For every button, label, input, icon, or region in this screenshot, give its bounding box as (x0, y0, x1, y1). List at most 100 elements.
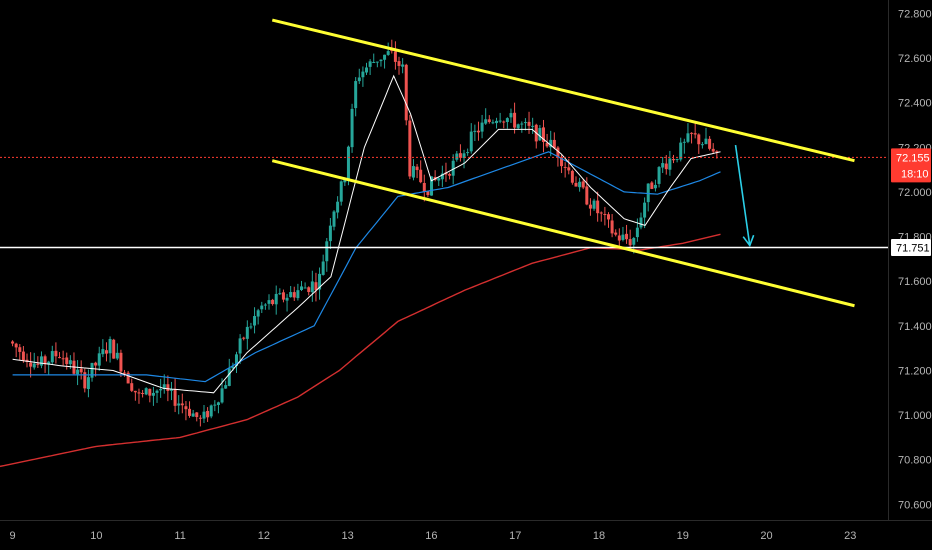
candle (545, 133, 549, 148)
candle (202, 404, 206, 424)
candle (466, 148, 470, 156)
candle (552, 132, 556, 150)
candle (675, 158, 679, 163)
candle (502, 120, 506, 129)
candle (336, 196, 340, 219)
candle (339, 180, 343, 206)
candle (711, 143, 715, 154)
time-tick-label: 9 (10, 530, 16, 542)
candle (242, 336, 246, 341)
channel-lower-trendline[interactable] (271, 159, 855, 308)
time-axis[interactable]: 9 10 11 12 13 16 17 18 19 20 23 (0, 520, 932, 543)
candle (390, 39, 394, 54)
price-tick-label: 71.400 (898, 321, 932, 333)
candle (672, 154, 676, 164)
candle (513, 102, 517, 134)
candle (354, 77, 358, 117)
candle (581, 179, 585, 190)
candle (625, 224, 629, 244)
candle (379, 59, 383, 67)
candle (473, 124, 477, 142)
candle (639, 212, 643, 230)
candle (148, 388, 152, 403)
candle (14, 342, 18, 358)
candle (209, 404, 213, 419)
last-price-label: 72.155 (896, 152, 930, 164)
candle (700, 141, 704, 149)
candle (245, 320, 249, 350)
candle (159, 378, 163, 398)
time-axis-ticks: 9 10 11 12 13 16 17 18 19 20 23 (10, 530, 857, 542)
candle (177, 395, 181, 415)
candle (271, 298, 275, 306)
candle (130, 378, 134, 393)
price-tick-label: 72.600 (898, 53, 932, 65)
candle (267, 294, 271, 310)
candle (253, 307, 257, 334)
candle (440, 165, 444, 187)
support-price-tag-bg (891, 239, 931, 257)
support-price-label: 71.751 (896, 243, 930, 255)
candle (318, 267, 322, 300)
candle (25, 353, 29, 368)
plot-area (0, 18, 888, 468)
forecast-arrow[interactable] (734, 144, 755, 248)
candle (72, 352, 76, 376)
candle (682, 138, 686, 154)
candle (227, 358, 231, 387)
candle (704, 127, 708, 145)
price-tick-label: 71.600 (898, 276, 932, 288)
candle (570, 169, 574, 185)
candle (401, 58, 405, 74)
candle (357, 68, 361, 84)
candle (693, 122, 697, 139)
candle (21, 346, 25, 363)
last-price-tag-bg (891, 148, 931, 183)
price-tick-label: 71.200 (898, 365, 932, 377)
last-price-tag: 72.155 18:10 (891, 148, 931, 183)
candle (54, 342, 58, 364)
channel-upper-trendline[interactable] (271, 18, 855, 163)
candle (585, 177, 589, 206)
candle (184, 401, 188, 421)
candle (119, 349, 123, 378)
candle (541, 119, 545, 153)
price-axis[interactable]: 72.80072.60072.40072.20072.00071.80071.6… (888, 0, 932, 520)
candle (325, 237, 329, 272)
candle (614, 229, 618, 237)
support-price-tag: 71.751 (891, 239, 931, 257)
candle (173, 378, 177, 413)
candle (495, 117, 499, 129)
candle (115, 343, 119, 361)
candle (224, 380, 228, 389)
candle (281, 289, 285, 303)
candle (303, 282, 307, 289)
candle (422, 174, 426, 202)
candle (299, 280, 303, 292)
candle (39, 351, 43, 369)
time-tick-label: 20 (760, 530, 772, 542)
candle (292, 286, 296, 301)
candle (668, 150, 672, 176)
candle (603, 206, 607, 226)
candle (646, 183, 650, 212)
candle (350, 103, 354, 153)
candle (606, 212, 610, 228)
candle (491, 119, 495, 125)
price-tick-label: 72.400 (898, 98, 932, 110)
candle (274, 285, 278, 315)
candle (372, 53, 376, 64)
candle (289, 286, 293, 298)
bar-countdown-label: 18:10 (901, 168, 929, 180)
candle (523, 118, 527, 131)
time-tick-label: 16 (425, 530, 437, 542)
candle (578, 177, 582, 192)
candle (11, 340, 15, 347)
candle (430, 176, 434, 196)
candle (144, 387, 148, 396)
candle (234, 351, 238, 374)
candle (509, 108, 513, 123)
candle (653, 179, 657, 192)
time-tick-label: 13 (342, 530, 354, 542)
